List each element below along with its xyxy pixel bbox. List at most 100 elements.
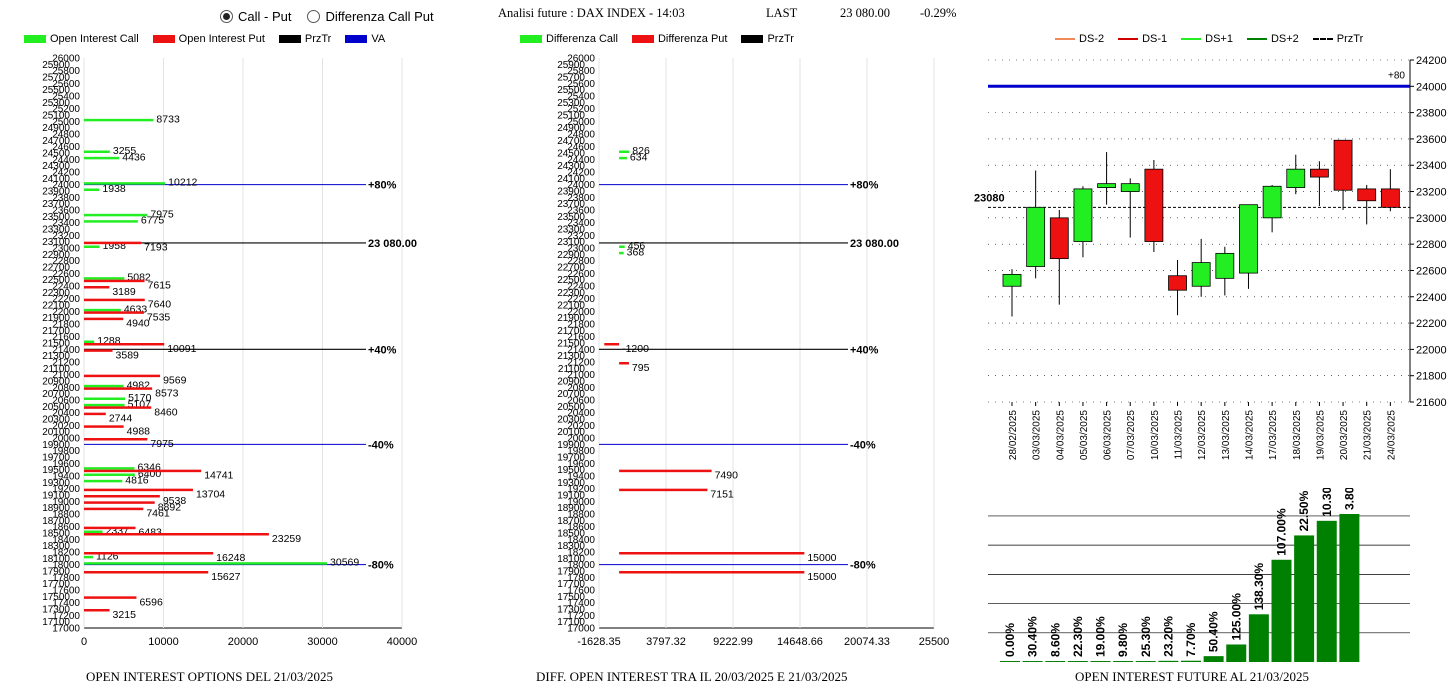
x-tick-label: 3797.32 bbox=[646, 636, 686, 648]
call-bar bbox=[619, 245, 625, 248]
caption-oi: OPEN INTEREST OPTIONS DEL 21/03/2025 bbox=[86, 669, 333, 684]
strike-tick-label: 22400 bbox=[52, 282, 80, 293]
strike-tick-label: 18700 bbox=[42, 516, 70, 527]
strike-tick-label: 21700 bbox=[557, 326, 585, 337]
strike-tick-label: 19000 bbox=[567, 497, 595, 508]
strike-tick-label: 19800 bbox=[52, 446, 80, 457]
radio-differenza[interactable]: Differenza Call Put bbox=[307, 9, 434, 24]
strike-tick-label: 20200 bbox=[52, 421, 80, 432]
strike-tick-label: 24000 bbox=[52, 180, 80, 191]
future-oi-bar-label: 3.80% bbox=[1342, 488, 1356, 510]
strike-tick-label: 17700 bbox=[42, 579, 70, 590]
radio-differenza-dot[interactable] bbox=[307, 9, 321, 23]
future-oi-bar-label: 19.00% bbox=[1094, 616, 1108, 657]
radio-call-put[interactable]: Call - Put bbox=[220, 9, 291, 24]
strike-tick-label: 19800 bbox=[567, 446, 595, 457]
strike-tick-label: 23000 bbox=[567, 244, 595, 255]
radio-call-put-dot[interactable] bbox=[220, 9, 233, 23]
strike-tick-label: 17800 bbox=[567, 573, 595, 584]
strike-tick-label: 21300 bbox=[557, 351, 585, 362]
put-bar bbox=[84, 311, 144, 314]
strike-tick-label: 24600 bbox=[567, 142, 595, 153]
y-tick-label: 23800 bbox=[1416, 108, 1447, 120]
put-bar-label: 10091 bbox=[167, 343, 196, 355]
candle-body bbox=[1049, 217, 1069, 260]
strike-tick-label: 25800 bbox=[567, 66, 595, 77]
strike-tick-label: 20400 bbox=[567, 408, 595, 419]
last-label: LAST bbox=[766, 6, 798, 20]
future-oi-bar-label: 10.30% bbox=[1320, 488, 1334, 517]
call-bar-label: 3255 bbox=[113, 145, 137, 157]
strike-tick-label: 18200 bbox=[567, 548, 595, 559]
legend-item-put: Open Interest Put bbox=[152, 33, 265, 45]
strike-tick-label: 18000 bbox=[52, 560, 80, 571]
strike-tick-label: 20100 bbox=[42, 427, 70, 438]
strike-tick-label: 24100 bbox=[42, 174, 70, 185]
legend-candles: DS-2 DS-1 DS+1 DS+2 PrzTr bbox=[1055, 33, 1363, 45]
legend-label: PrzTr bbox=[767, 33, 794, 45]
call-bar bbox=[84, 555, 93, 559]
strike-tick-label: 24200 bbox=[52, 168, 80, 179]
call-bar bbox=[84, 150, 110, 153]
strike-tick-label: 20300 bbox=[42, 415, 70, 426]
put-bar-label: 7615 bbox=[148, 280, 172, 292]
swatch-diff-prztr bbox=[741, 35, 764, 43]
put-bar-label: 4988 bbox=[127, 425, 151, 437]
strike-tick-label: 24100 bbox=[557, 174, 585, 185]
strike-tick-label: 25700 bbox=[42, 73, 70, 84]
x-tick-label: 20000 bbox=[228, 636, 259, 648]
strike-tick-label: 22100 bbox=[42, 301, 70, 312]
strike-tick-label: 23900 bbox=[42, 187, 70, 198]
strike-tick-label: 23300 bbox=[42, 225, 70, 236]
reference-line-label: +80% bbox=[368, 180, 397, 192]
strike-tick-label: 19900 bbox=[557, 440, 585, 451]
strike-tick-label: 19400 bbox=[567, 472, 595, 483]
put-bar bbox=[84, 241, 142, 245]
legend-item-call: Open Interest Call bbox=[24, 33, 139, 45]
date-tick-label: 18/03/2025 bbox=[1292, 410, 1303, 460]
strike-tick-label: 17400 bbox=[52, 598, 80, 609]
call-bar bbox=[84, 245, 100, 248]
strike-tick-label: 25000 bbox=[567, 117, 595, 128]
strike-tick-label: 19600 bbox=[567, 459, 595, 470]
strike-tick-label: 18500 bbox=[557, 529, 585, 540]
future-oi-bar bbox=[1226, 644, 1247, 662]
strike-tick-label: 22200 bbox=[567, 294, 595, 305]
put-bar bbox=[84, 571, 209, 574]
legend-item-ds+2: DS+2 bbox=[1246, 33, 1299, 45]
put-bar bbox=[84, 343, 165, 346]
future-oi-bar-label: 8.60% bbox=[1048, 623, 1062, 657]
strike-tick-label: 23100 bbox=[557, 237, 585, 248]
candle-body bbox=[1144, 168, 1164, 242]
legend-label: DS-1 bbox=[1142, 33, 1168, 45]
put-bar bbox=[84, 317, 124, 321]
oi-options-chart: 1700017100172001730017400175001760017700… bbox=[42, 54, 417, 649]
caption-future: OPEN INTEREST FUTURE AL 21/03/2025 bbox=[1075, 669, 1310, 684]
strike-tick-label: 18400 bbox=[52, 535, 80, 546]
put-bar-label: 795 bbox=[632, 362, 650, 374]
strike-tick-label: 23400 bbox=[567, 218, 595, 229]
call-bar-label: 30569 bbox=[330, 557, 359, 569]
future-oi-bar bbox=[1045, 661, 1066, 662]
put-bar-label: 8573 bbox=[155, 387, 179, 399]
future-oi-bar-label: 138.30% bbox=[1252, 563, 1266, 611]
put-bar-label: 14741 bbox=[204, 470, 233, 482]
put-bar-label: 13704 bbox=[196, 489, 225, 501]
put-bar bbox=[84, 279, 145, 283]
future-oi-bar bbox=[1000, 661, 1020, 662]
legend-item-ds+1: DS+1 bbox=[1181, 33, 1233, 45]
call-bar bbox=[84, 384, 124, 388]
strike-tick-label: 26000 bbox=[567, 54, 595, 65]
strike-tick-label: 23500 bbox=[557, 212, 585, 223]
strike-tick-label: 20600 bbox=[567, 396, 595, 407]
strike-tick-label: 17500 bbox=[557, 592, 585, 603]
y-tick-label: 23200 bbox=[1416, 187, 1447, 199]
future-oi-bar-label: 23.20% bbox=[1161, 616, 1175, 657]
swatch-ds+2 bbox=[1246, 38, 1267, 40]
date-tick-label: 20/03/2025 bbox=[1339, 410, 1350, 460]
reference-line-label: 23 080.00 bbox=[850, 238, 899, 250]
strike-tick-label: 19100 bbox=[42, 491, 70, 502]
legend-item-va: VA bbox=[345, 33, 385, 45]
strike-tick-label: 21100 bbox=[43, 364, 71, 375]
put-bar bbox=[84, 438, 148, 441]
